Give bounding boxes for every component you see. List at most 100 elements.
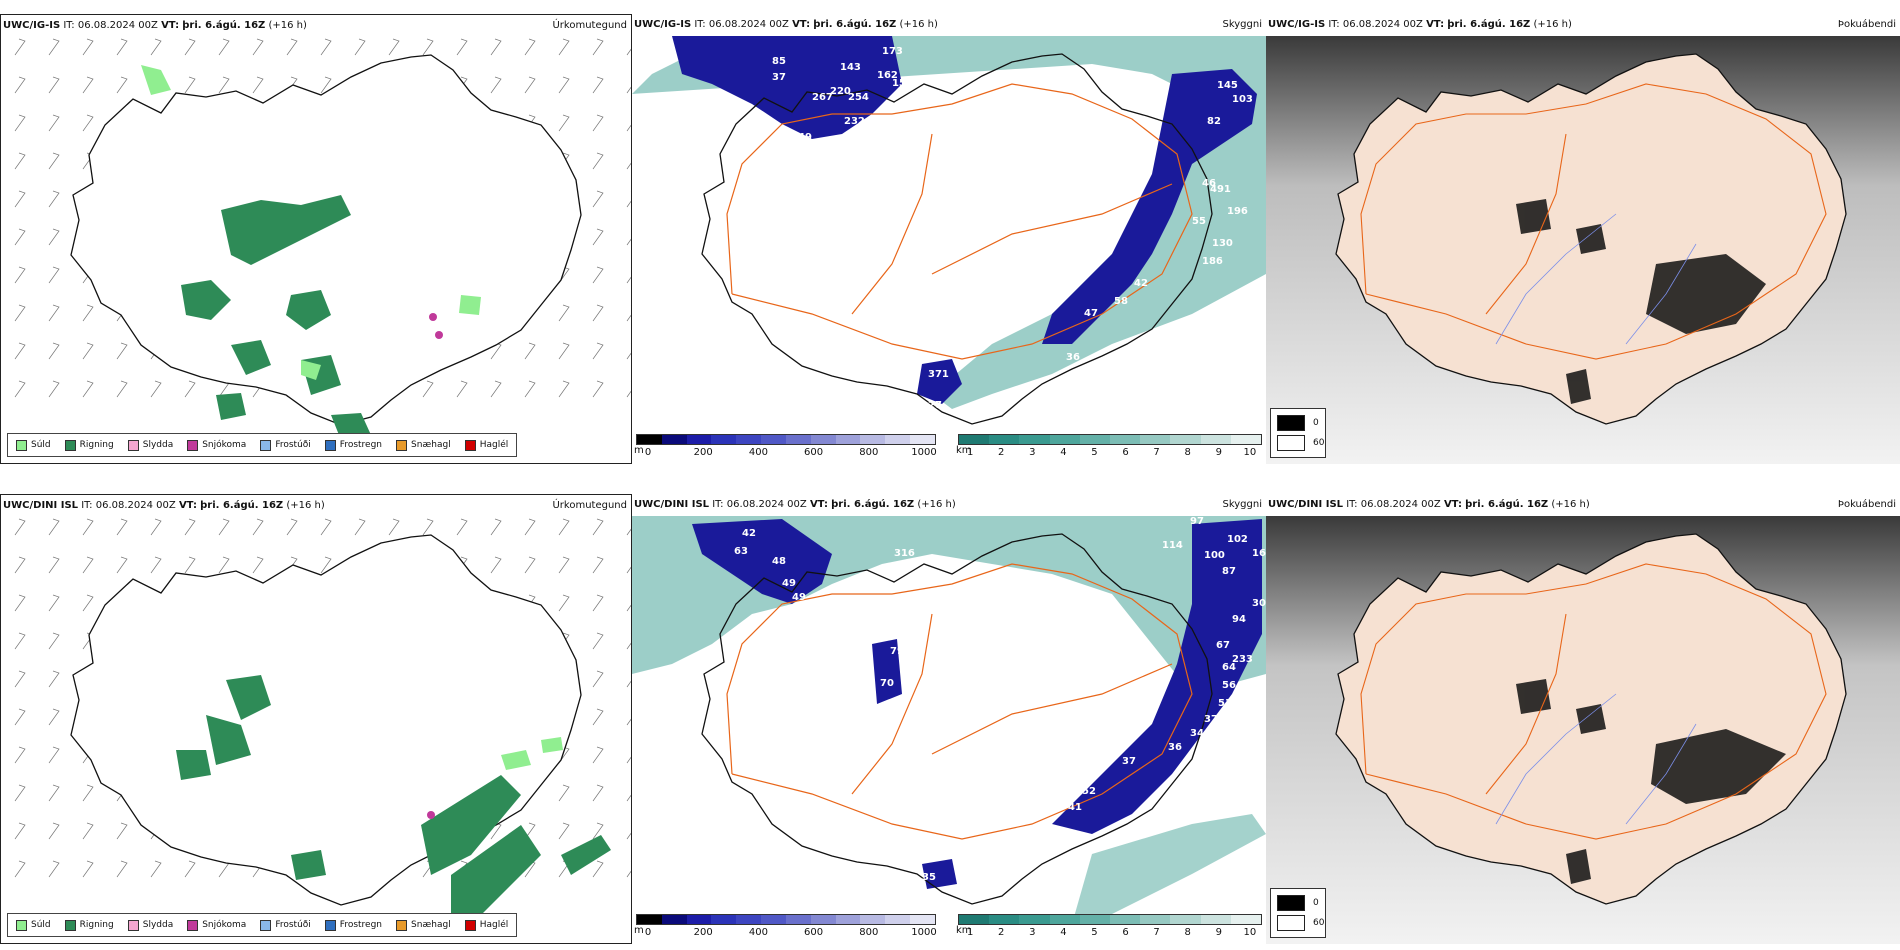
precip-map — [14, 518, 631, 935]
wind-barb — [592, 632, 604, 650]
legend-label: Slydda — [142, 440, 174, 450]
wind-barb — [592, 190, 604, 208]
cloud-base-label: 302 — [1252, 598, 1266, 609]
wind-barb — [82, 822, 94, 840]
panel-title: UWC/IG-IS IT: 06.08.2024 00Z VT: þri. 6.… — [634, 19, 938, 30]
road-network — [1360, 563, 1827, 840]
legend-item-6: Snæhagl — [396, 919, 451, 931]
cloud-base-label: 63 — [734, 546, 748, 557]
wind-barb — [82, 518, 94, 536]
wind-barb — [82, 784, 94, 802]
wind-barb — [558, 76, 570, 94]
wind-barb — [14, 228, 26, 246]
colorbar-bin-0 — [959, 915, 990, 924]
wind-barb — [592, 670, 604, 688]
wind-barb — [48, 556, 60, 574]
road-network — [726, 83, 1193, 360]
cloud-base-label: 131 — [1018, 284, 1039, 295]
wind-barb — [48, 594, 60, 612]
wind-barb — [626, 115, 631, 132]
cloud-base-label: 173 — [882, 46, 903, 57]
cloud-base-label: 36 — [1168, 742, 1182, 753]
legend-swatch — [16, 919, 27, 931]
wind-barb — [150, 380, 162, 398]
cloud-base-label: 52 — [1082, 786, 1096, 797]
legend-item-5: Frostregn — [324, 919, 382, 931]
legend-item-6: Snæhagl — [396, 439, 451, 451]
colorbar-tick: 4 — [1060, 447, 1067, 458]
wind-barb — [592, 746, 604, 764]
cloud-base-blue-west — [872, 639, 902, 704]
cloud-base-label: 267 — [812, 92, 833, 103]
wind-barb — [626, 861, 631, 878]
legend-label: Haglél — [479, 920, 509, 930]
wind-barb — [14, 518, 26, 536]
cloud-visibility-panel-igis: UWC/IG-IS IT: 06.08.2024 00Z VT: þri. 6.… — [632, 14, 1266, 464]
wind-barb — [388, 518, 400, 536]
wind-barb — [558, 518, 570, 536]
fog-legend-low-swatch — [1277, 915, 1305, 931]
colorbar-tick: 400 — [748, 447, 768, 458]
legend-swatch — [464, 919, 476, 931]
field-name: Úrkomutegund — [552, 20, 627, 31]
wind-barb — [48, 860, 60, 878]
colorbar-tick: 1000 — [911, 447, 937, 458]
iceland-coastline — [70, 54, 582, 426]
wind-barb — [14, 152, 26, 170]
wind-barb — [48, 152, 60, 170]
cloud-base-unit: m — [634, 925, 644, 936]
iceland-coastline — [701, 533, 1213, 905]
wind-barb — [48, 228, 60, 246]
cloud-base-label: 56 — [1222, 680, 1236, 691]
legend-label: Snæhagl — [411, 440, 451, 450]
cloud-base-label: 85 — [772, 56, 786, 67]
wind-barb — [14, 76, 26, 94]
river-network — [1495, 213, 1697, 345]
wind-barb — [14, 342, 26, 360]
colorbar-bin-11 — [910, 915, 935, 924]
wind-barb — [524, 38, 536, 56]
field-name: Þokuábendi — [1837, 499, 1896, 510]
legend-swatch — [64, 919, 76, 931]
colorbar-bin-9 — [1230, 435, 1262, 444]
fog-index-panel-dini: UWC/DINI ISL IT: 06.08.2024 00Z VT: þri.… — [1266, 494, 1900, 944]
wind-barb — [490, 518, 502, 536]
cloud-base-label: 36 — [1066, 352, 1080, 363]
visibility-ticks: 1 2 3 4 5 6 7 8 9 10 — [958, 927, 1262, 941]
wind-barb — [592, 556, 604, 574]
colorbar-bin-8 — [1200, 915, 1231, 924]
wind-barb — [82, 342, 94, 360]
wind-barb — [524, 556, 536, 574]
colorbar-tick: 10 — [1243, 927, 1257, 938]
wind-barb — [48, 76, 60, 94]
colorbar-tick: 1 — [966, 927, 974, 938]
cloud-base-label: 158 — [892, 78, 913, 89]
precip-type-panel-dini: UWC/DINI ISL IT: 06.08.2024 00Z VT: þri.… — [0, 494, 632, 944]
wind-barb — [82, 380, 94, 398]
wind-barb — [82, 594, 94, 612]
colorbar-tick: 3 — [1029, 927, 1036, 938]
wind-barb — [252, 556, 264, 574]
fog-legend-high: 0 — [1277, 895, 1319, 911]
wind-barb — [48, 746, 60, 764]
wind-barb — [116, 556, 128, 574]
colorbar-tick: 9 — [1215, 447, 1222, 458]
cloud-base-bar — [636, 914, 936, 925]
colorbar-bin-0 — [959, 435, 990, 444]
cloud-base-label: 47 — [1084, 308, 1098, 319]
cloud-base-blue-east — [1042, 69, 1257, 344]
cloud-base-label: 79 — [890, 646, 904, 657]
field-name: Úrkomutegund — [552, 500, 627, 511]
colorbar-bin-11 — [910, 435, 935, 444]
legend-swatch — [324, 919, 336, 931]
rain-areas — [181, 195, 371, 440]
cloud-base-colorbar: 0 200 400 600 800 1000 m — [634, 434, 937, 460]
cloud-base-label: 105 — [842, 234, 863, 245]
legend-label: Slydda — [142, 920, 174, 930]
cloud-base-labels: 42 63 48 49 49 316 79 70 130 97 102 161 114 100 87 302 9… — [734, 516, 1266, 883]
legend-label: Snjókoma — [202, 440, 247, 450]
cloud-visibility-map: 42 63 48 49 49 316 79 70 130 97 102 161 114 100 87 302 9… — [632, 516, 1266, 924]
wind-barb — [592, 76, 604, 94]
wind-barb — [524, 342, 536, 360]
